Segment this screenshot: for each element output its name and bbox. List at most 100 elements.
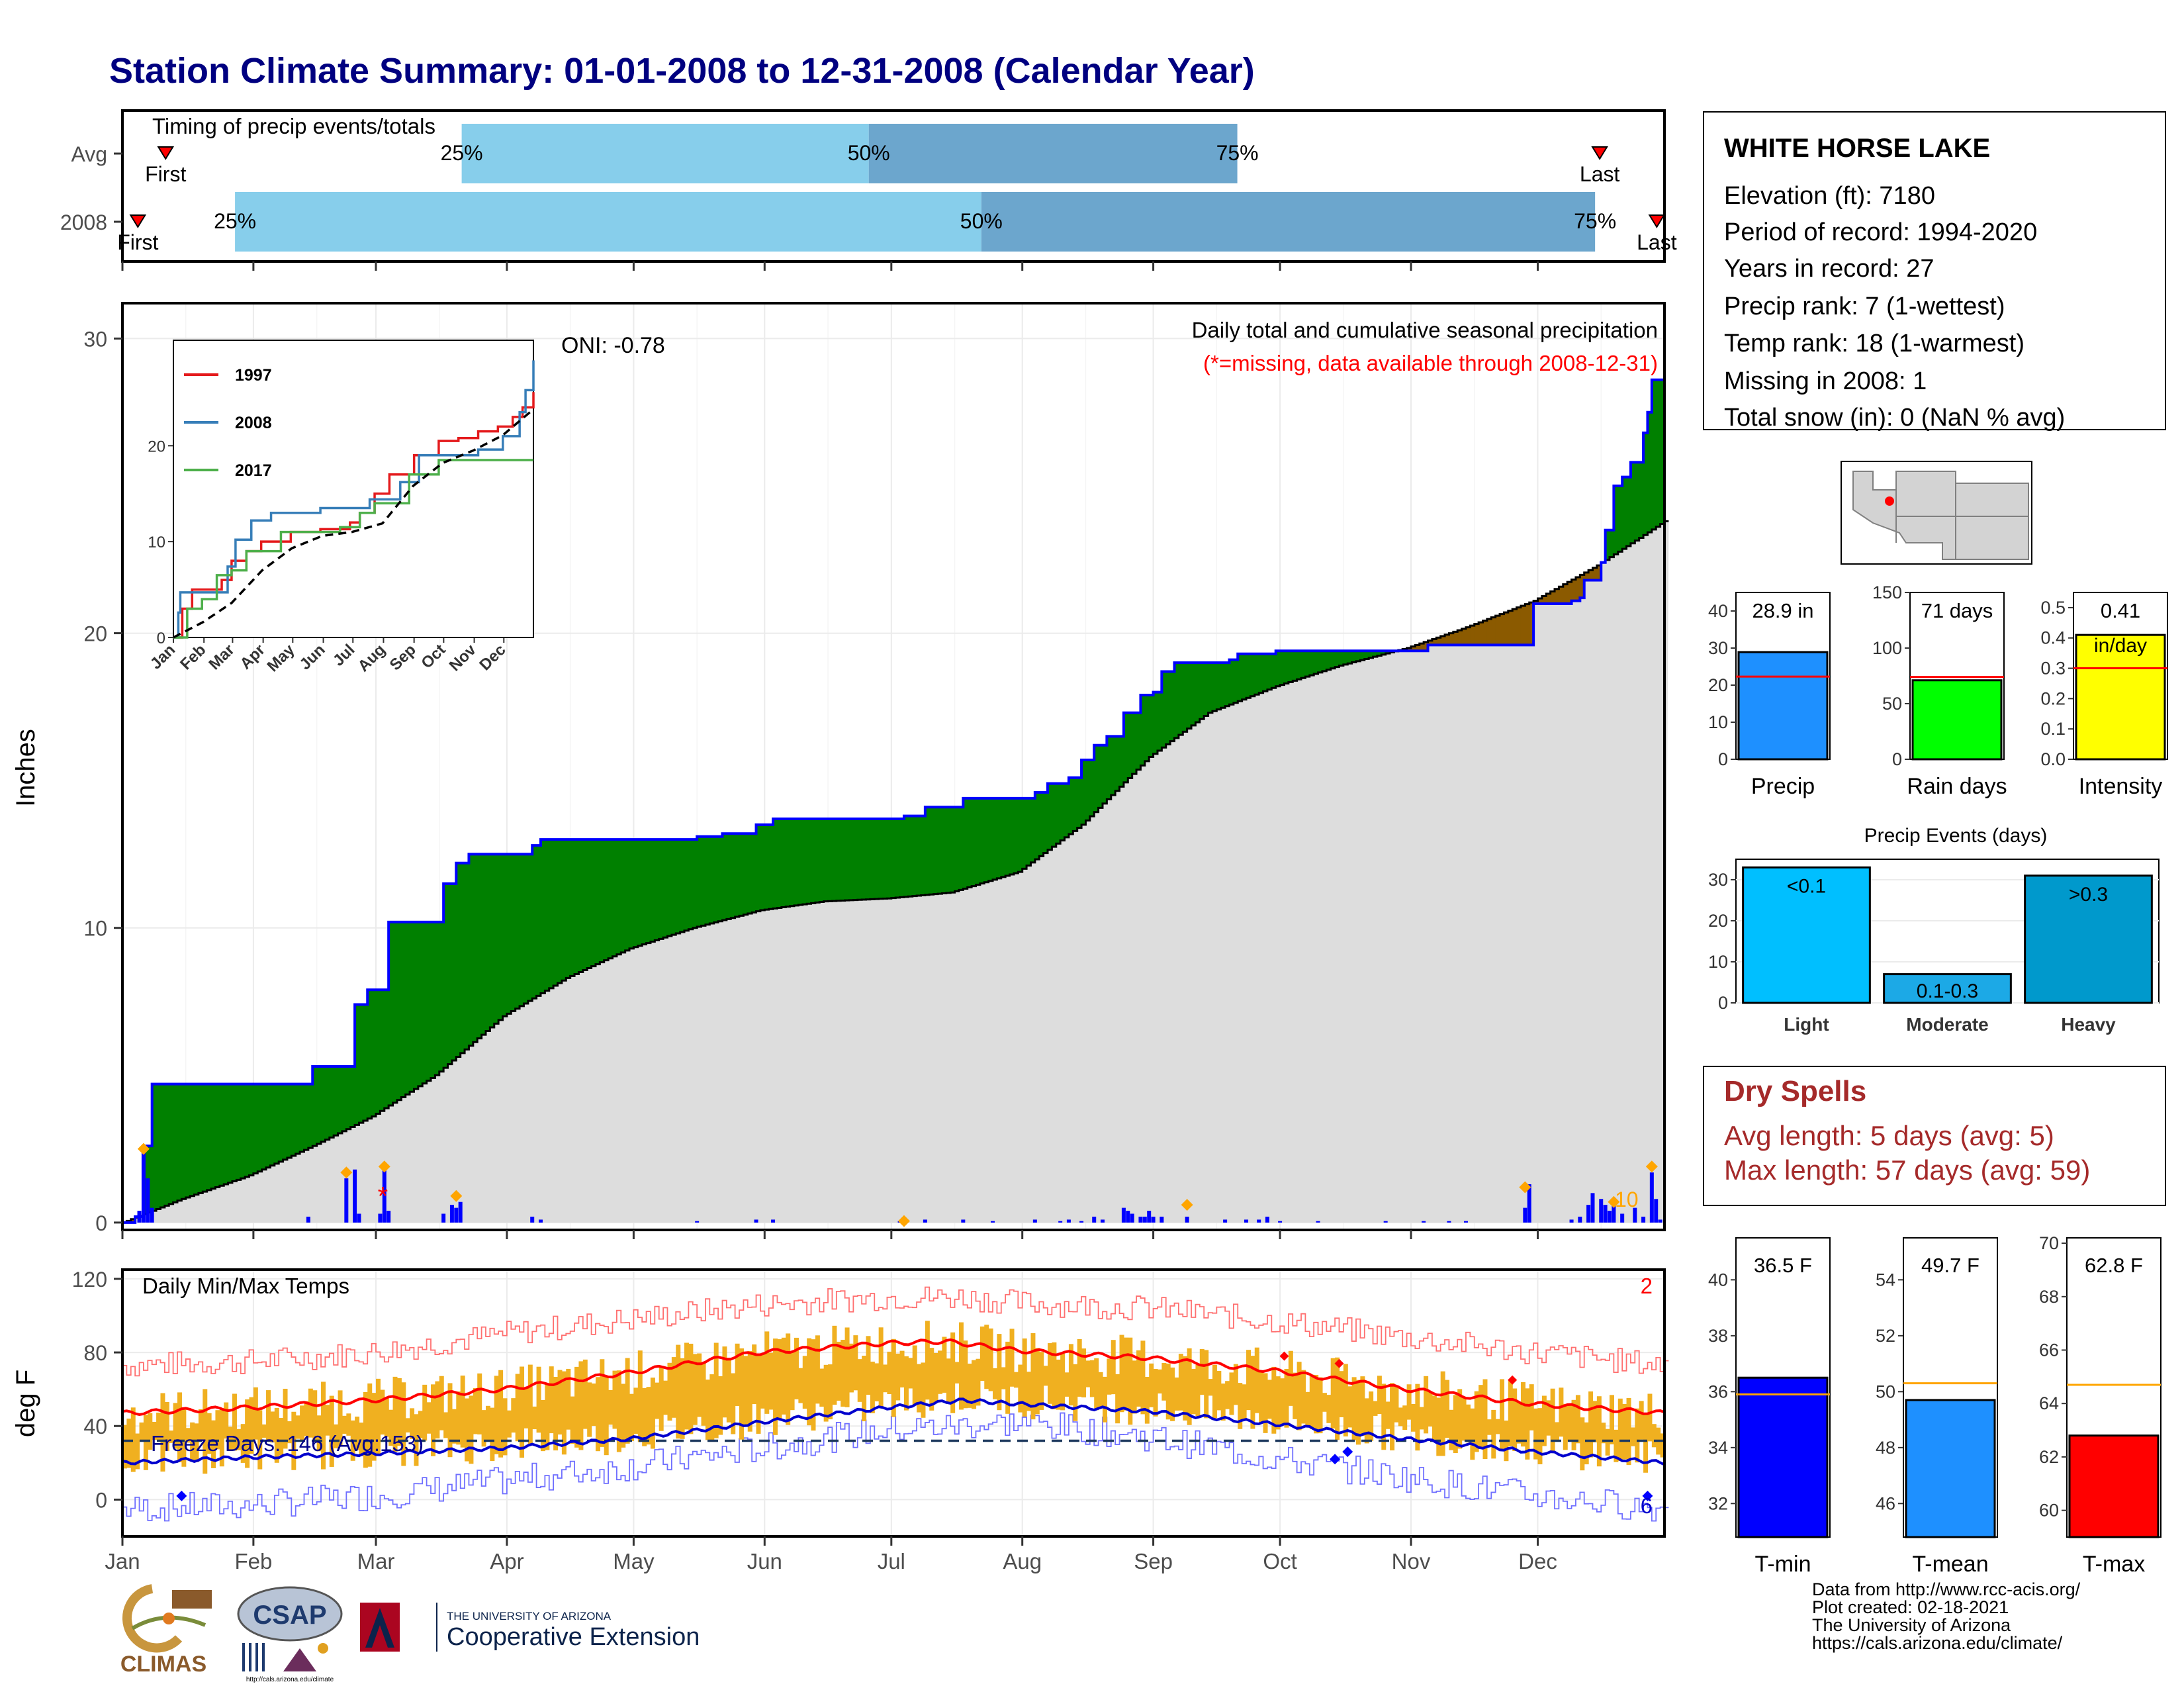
daily-precip-bar: [1641, 1216, 1646, 1223]
surplus-fill: [862, 819, 867, 900]
surplus-fill: [743, 833, 749, 915]
daily-temp-bar: [130, 1407, 136, 1472]
daily-temp-bar: [921, 1362, 926, 1418]
surplus-fill: [1165, 671, 1171, 745]
daily-temp-bar: [938, 1350, 943, 1394]
summary-bar-label: Intensity: [2079, 774, 2163, 799]
surplus-fill: [1183, 663, 1188, 732]
surplus-fill: [329, 1066, 334, 1138]
summary-bar: [2075, 633, 2166, 761]
daily-temp-bar: [747, 1350, 752, 1432]
daily-temp-bar: [1461, 1397, 1467, 1441]
inset-tick-label: 10: [148, 534, 165, 551]
record-high-marker: [1508, 1375, 1518, 1385]
daily-temp-bar: [1343, 1364, 1348, 1436]
deficit-fill: [1500, 614, 1504, 645]
events-bar-label: 0.1-0.3: [1917, 980, 1978, 1002]
precip-tick-label: 20: [83, 622, 107, 646]
surplus-fill: [431, 921, 435, 1078]
inset-legend-label: 2008: [235, 414, 272, 432]
daily-precip-bar: [1066, 1219, 1071, 1223]
surplus-fill: [1373, 651, 1378, 657]
daily-temp-bar: [422, 1384, 428, 1441]
surplus-fill: [283, 1084, 288, 1160]
surplus-fill: [295, 1084, 300, 1154]
daily-temp-bar: [1580, 1417, 1585, 1471]
daily-temp-bar: [1271, 1366, 1277, 1434]
surplus-fill: [156, 1084, 161, 1209]
inset-legend-label: 1997: [235, 366, 272, 385]
daily-temp-bar: [972, 1360, 977, 1409]
surplus-fill: [870, 819, 875, 900]
precip-tick-label: 10: [83, 917, 107, 941]
surplus-fill: [287, 1084, 292, 1158]
summary-tick-label: 20: [1708, 675, 1728, 695]
ua-small-text: THE UNIVERSITY OF ARIZONA: [447, 1610, 612, 1622]
surplus-fill: [1005, 798, 1011, 876]
deficit-fill: [1410, 646, 1416, 651]
daily-precip-bar: [1265, 1216, 1269, 1223]
daily-temp-bar: [777, 1339, 782, 1421]
temp-summary-tick-label: 50: [1876, 1382, 1895, 1401]
avg-max-temp-line: [122, 1338, 1665, 1416]
daily-temp-bar: [1436, 1397, 1441, 1456]
surplus-fill: [523, 854, 529, 1004]
surplus-fill: [164, 1084, 169, 1206]
daily-temp-bar: [578, 1361, 584, 1450]
daily-temp-bar: [520, 1366, 525, 1458]
temp-summary-label: T-min: [1755, 1552, 1811, 1577]
daily-temp-bar: [1254, 1347, 1259, 1413]
daily-temp-bar: [878, 1327, 884, 1408]
daily-temp-bar: [1242, 1384, 1247, 1421]
surplus-fill: [790, 819, 795, 906]
station-temp-rank: Temp rank: 18 (1-warmest): [1724, 330, 2025, 357]
surplus-fill: [587, 839, 592, 968]
daily-precip-bar: [1590, 1193, 1595, 1223]
surplus-fill: [557, 839, 563, 984]
month-label: May: [613, 1549, 655, 1573]
q75-label: 75%: [1574, 209, 1616, 233]
daily-temp-bar: [739, 1348, 744, 1440]
deficit-fill: [1449, 633, 1454, 645]
daily-temp-bar: [540, 1399, 545, 1452]
daily-temp-bar: [1360, 1376, 1365, 1436]
surplus-fill: [1275, 651, 1281, 686]
surplus-fill: [1157, 692, 1162, 751]
daily-temp-bar: [164, 1401, 169, 1451]
daily-temp-bar: [1199, 1348, 1205, 1395]
summary-tick-label: 0.1: [2040, 719, 2066, 739]
daily-temp-bar: [527, 1364, 533, 1444]
daily-temp-bar: [735, 1343, 740, 1406]
events-bar: [2024, 874, 2153, 1004]
summary-bar: [1911, 679, 2003, 761]
surplus-fill: [211, 1084, 216, 1189]
surplus-fill: [388, 921, 394, 1105]
daily-temp-bar: [1123, 1337, 1128, 1411]
daily-precip-bar: [1160, 1216, 1164, 1223]
daily-temp-bar: [1064, 1372, 1069, 1397]
daily-temp-bar: [177, 1392, 182, 1462]
temp-summary-label: T-max: [2083, 1552, 2145, 1577]
surplus-fill: [261, 1084, 267, 1170]
surplus-fill: [532, 845, 537, 999]
surplus-fill: [194, 1084, 199, 1195]
daily-temp-bar: [1056, 1359, 1061, 1410]
inset-frame: [173, 340, 534, 638]
surplus-fill: [1030, 798, 1036, 863]
first-marker: [157, 146, 175, 160]
daily-temp-bar: [240, 1424, 246, 1463]
daily-temp-bar: [841, 1339, 846, 1407]
surplus-fill: [1187, 663, 1192, 729]
surplus-fill: [578, 839, 584, 972]
daily-temp-bar: [447, 1383, 453, 1458]
dry-max-length: Max length: 57 days (avg: 59): [1724, 1154, 2091, 1186]
temp-summary-tick-label: 70: [2039, 1233, 2059, 1253]
surplus-fill: [828, 819, 833, 902]
precip-tick-label: 30: [83, 327, 107, 351]
daily-temp-bar: [1584, 1422, 1589, 1465]
temp-summary-tick-label: 52: [1876, 1326, 1895, 1346]
deficit-fill: [130, 1219, 136, 1223]
daily-precip-bar: [1316, 1221, 1320, 1223]
daily-temp-bar: [561, 1371, 567, 1455]
daily-precip-bar: [387, 1211, 391, 1223]
